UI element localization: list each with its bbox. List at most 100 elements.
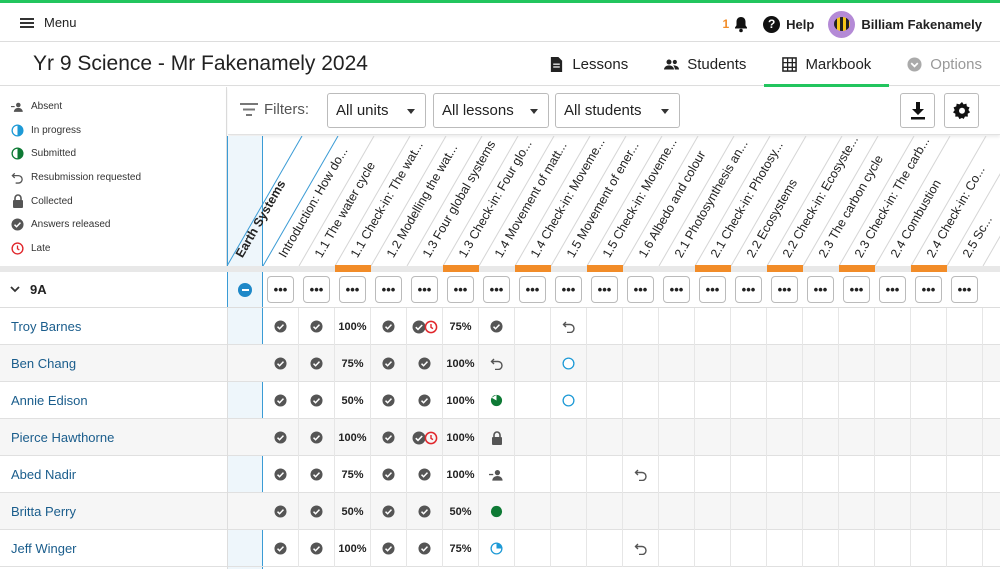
grade-cell[interactable] [803, 382, 839, 419]
grade-cell[interactable] [587, 530, 623, 567]
grade-cell[interactable] [479, 345, 515, 382]
column-header[interactable]: 1.4 Movement of matt... [491, 139, 570, 260]
grade-cell[interactable] [371, 530, 407, 567]
grade-cell[interactable] [263, 456, 299, 493]
grade-cell[interactable] [947, 419, 983, 456]
menu-button[interactable]: Menu [20, 15, 77, 30]
grade-cell[interactable] [371, 345, 407, 382]
grade-cell[interactable] [803, 345, 839, 382]
column-menu-button[interactable]: ••• [735, 276, 762, 303]
grade-cell[interactable] [911, 419, 947, 456]
grade-cell[interactable] [587, 419, 623, 456]
students-filter-select[interactable]: All students [555, 93, 680, 128]
grade-cell[interactable] [947, 382, 983, 419]
grade-cell[interactable]: 75% [335, 345, 371, 382]
grade-cell[interactable]: 100% [335, 530, 371, 567]
grade-cell[interactable] [875, 456, 911, 493]
grade-cell[interactable] [839, 530, 875, 567]
tab-students[interactable]: Students [646, 42, 764, 86]
grade-cell[interactable]: 50% [443, 493, 479, 530]
grade-cell[interactable] [479, 382, 515, 419]
student-name-link[interactable]: Britta Perry [11, 504, 77, 519]
grade-cell[interactable] [767, 456, 803, 493]
grade-cell[interactable] [551, 493, 587, 530]
grade-cell[interactable] [695, 308, 731, 345]
grade-cell[interactable] [875, 382, 911, 419]
grade-cell[interactable] [839, 308, 875, 345]
column-header[interactable]: 2.5 Sc... [959, 213, 995, 260]
grade-cell[interactable] [731, 308, 767, 345]
grade-cell[interactable] [623, 493, 659, 530]
grade-cell[interactable] [371, 419, 407, 456]
grade-cell[interactable] [731, 493, 767, 530]
student-name-link[interactable]: Annie Edison [11, 393, 88, 408]
grade-cell[interactable] [587, 493, 623, 530]
grade-cell[interactable] [587, 456, 623, 493]
student-name-link[interactable]: Troy Barnes [11, 319, 82, 334]
grade-cell[interactable] [551, 382, 587, 419]
column-menu-button[interactable]: ••• [375, 276, 402, 303]
grade-cell[interactable] [371, 456, 407, 493]
grade-cell[interactable] [299, 308, 335, 345]
grade-cell[interactable] [515, 419, 551, 456]
column-menu-button[interactable]: ••• [915, 276, 942, 303]
grade-cell[interactable] [515, 530, 551, 567]
column-menu-button[interactable]: ••• [447, 276, 474, 303]
column-menu-button[interactable]: ••• [627, 276, 654, 303]
grade-cell[interactable] [839, 493, 875, 530]
grade-cell[interactable] [587, 345, 623, 382]
grade-cell[interactable] [299, 456, 335, 493]
grade-cell[interactable] [263, 382, 299, 419]
grade-cell[interactable] [659, 530, 695, 567]
grade-cell[interactable] [731, 530, 767, 567]
grade-cell[interactable] [767, 530, 803, 567]
grade-cell[interactable] [371, 382, 407, 419]
grade-cell[interactable] [407, 493, 443, 530]
column-menu-button[interactable]: ••• [843, 276, 870, 303]
grade-cell[interactable] [731, 382, 767, 419]
grade-cell[interactable] [695, 530, 731, 567]
user-menu[interactable]: Billiam Fakenamely [828, 10, 982, 38]
collapse-unit-icon[interactable] [238, 283, 252, 297]
grade-cell[interactable] [803, 493, 839, 530]
grade-cell[interactable] [767, 419, 803, 456]
grade-cell[interactable] [479, 456, 515, 493]
download-button[interactable] [900, 93, 935, 128]
column-header[interactable]: 1.2 Modelling the wat... [383, 141, 461, 260]
grade-cell[interactable] [911, 308, 947, 345]
grade-cell[interactable] [407, 345, 443, 382]
grade-cell[interactable] [875, 493, 911, 530]
grade-cell[interactable] [695, 382, 731, 419]
grade-cell[interactable] [515, 456, 551, 493]
grade-cell[interactable] [623, 419, 659, 456]
grade-cell[interactable] [551, 419, 587, 456]
grade-cell[interactable] [803, 456, 839, 493]
grade-cell[interactable] [407, 382, 443, 419]
grade-cell[interactable]: 50% [335, 382, 371, 419]
column-header[interactable]: 1.3 Four global systems [419, 138, 499, 260]
grade-cell[interactable] [659, 493, 695, 530]
column-menu-button[interactable]: ••• [771, 276, 798, 303]
grade-cell[interactable] [551, 530, 587, 567]
student-name-link[interactable]: Ben Chang [11, 356, 77, 371]
grade-cell[interactable] [371, 493, 407, 530]
grade-cell[interactable] [623, 345, 659, 382]
column-header[interactable]: 2.2 Ecosystems [743, 176, 801, 260]
grade-cell[interactable] [551, 345, 587, 382]
grade-cell[interactable]: 75% [443, 308, 479, 345]
grade-cell[interactable] [659, 456, 695, 493]
column-header[interactable]: 2.3 The carbon cycle [815, 152, 886, 260]
grade-cell[interactable] [479, 308, 515, 345]
grade-cell[interactable]: 100% [443, 419, 479, 456]
grade-cell[interactable] [263, 345, 299, 382]
column-header[interactable]: 1.1 Check-in: The wat... [347, 138, 426, 260]
grade-cell[interactable]: 75% [443, 530, 479, 567]
grade-cell[interactable] [623, 382, 659, 419]
grade-cell[interactable] [803, 530, 839, 567]
column-menu-button[interactable]: ••• [519, 276, 546, 303]
grade-cell[interactable]: 50% [335, 493, 371, 530]
grade-cell[interactable] [839, 345, 875, 382]
column-menu-button[interactable]: ••• [267, 276, 294, 303]
grade-cell[interactable] [731, 419, 767, 456]
grade-cell[interactable] [371, 308, 407, 345]
